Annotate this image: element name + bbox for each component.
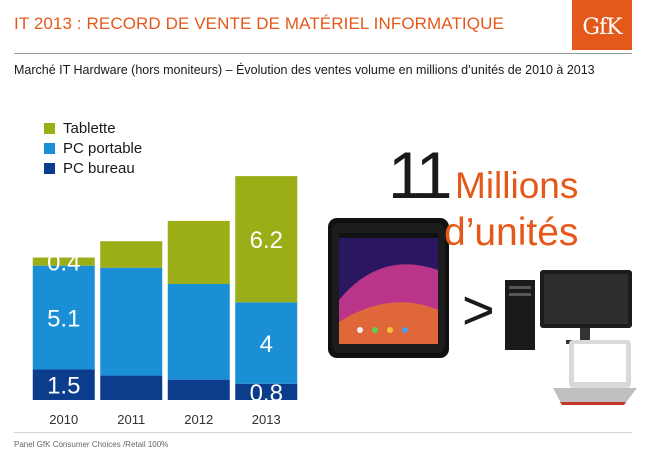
x-tick-label-2013: 2013 [252, 412, 281, 427]
legend-swatch-pc-bureau [44, 162, 55, 174]
bar-segment-tablette-2012 [167, 220, 230, 284]
bar-segment-tablette-2013 [235, 176, 298, 303]
x-tick-label-2011: 2011 [117, 412, 145, 427]
bar-segment-pc-portable-2013 [235, 302, 298, 384]
source-note: Panel GfK Consumer Choices /Retail 100% [14, 440, 169, 449]
desktop-laptop-image [505, 270, 637, 405]
comparison-symbol: > [462, 278, 495, 341]
callout-line2: d’unités [444, 211, 579, 254]
bar-segment-pc-bureau-2011 [100, 375, 163, 400]
legend-label-pc-bureau: PC bureau [63, 159, 135, 177]
bar-segment-tablette-2011 [100, 241, 163, 268]
gfk-logo: GfK [572, 0, 632, 50]
value-label-pc-bureau-2010: 1.5 [47, 373, 80, 400]
value-label-tablette-2010: 0.4 [47, 250, 80, 277]
callout-line1: Millions [455, 165, 579, 206]
chart-bars [32, 176, 298, 400]
x-tick-label-2010: 2010 [49, 412, 78, 427]
logo-text: GfK [582, 15, 622, 40]
callout-number: 11 [388, 138, 452, 212]
footer-divider [14, 432, 632, 433]
page-title: IT 2013 : RECORD DE VENTE DE MATÉRIEL IN… [14, 14, 504, 33]
value-label-tablette-2013: 6.2 [250, 227, 283, 254]
bar-segment-pc-bureau-2012 [167, 379, 230, 400]
tablet-image [328, 218, 449, 358]
bar-segment-pc-portable-2010 [32, 265, 95, 370]
chart-legend: Tablette PC portable PC bureau [44, 118, 142, 178]
legend-item-pc-portable: PC portable [44, 138, 142, 158]
value-label-pc-portable-2010: 5.1 [47, 306, 80, 333]
legend-item-pc-bureau: PC bureau [44, 158, 142, 178]
chart-value-labels: 1.5 5.1 0.4 0.8 4 6.2 [47, 227, 283, 407]
value-label-pc-portable-2013: 4 [260, 331, 273, 358]
chart-subtitle: Marché IT Hardware (hors moniteurs) – Év… [14, 63, 595, 77]
legend-swatch-tablette [44, 122, 55, 134]
bar-segment-pc-portable-2012 [167, 283, 230, 380]
legend-swatch-pc-portable [44, 142, 55, 154]
x-tick-label-2012: 2012 [184, 412, 213, 427]
legend-label-tablette: Tablette [63, 119, 116, 137]
bar-segment-tablette-2010 [32, 257, 95, 266]
legend-item-tablette: Tablette [44, 118, 142, 138]
value-label-pc-bureau-2013: 0.8 [250, 380, 283, 407]
bar-segment-pc-portable-2011 [100, 267, 163, 376]
legend-label-pc-portable: PC portable [63, 139, 143, 157]
title-divider [14, 53, 632, 54]
chart-x-tick-labels: 2010 2011 2012 2013 [49, 412, 280, 427]
bar-segment-pc-bureau-2010 [32, 369, 95, 400]
bar-segment-pc-bureau-2013 [235, 383, 298, 400]
